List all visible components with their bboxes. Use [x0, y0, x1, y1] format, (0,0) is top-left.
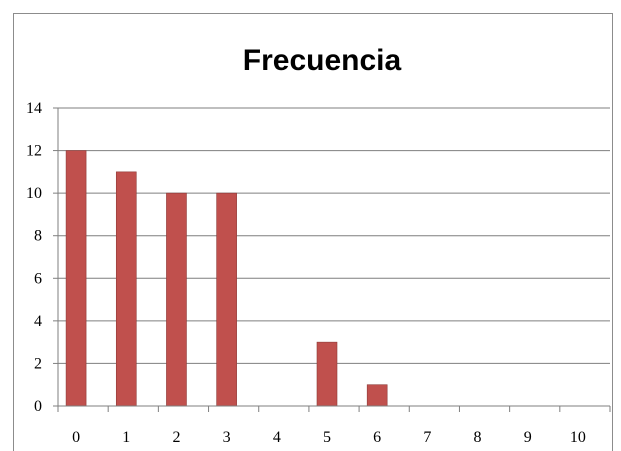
chart-title: Frecuencia: [243, 44, 402, 77]
bar: [166, 192, 187, 407]
y-tick-label: 6: [34, 270, 42, 287]
axes: [57, 108, 611, 412]
x-tick-label: 1: [122, 429, 130, 446]
y-tick-label: 0: [34, 398, 42, 415]
x-tick-label: 9: [524, 429, 532, 446]
bar: [366, 384, 388, 407]
y-tick-label: 8: [34, 228, 42, 245]
x-tick-labels: 0 1 2 3 4 5 6 7 8 9 10: [72, 429, 586, 446]
x-tick-label: 8: [474, 429, 482, 446]
x-tick-label: 6: [373, 429, 381, 446]
x-tick-label: 4: [273, 429, 281, 446]
bar: [316, 341, 338, 407]
chart-frame: [13, 13, 613, 451]
bar: [65, 150, 87, 407]
x-tick-label: 0: [72, 429, 80, 446]
x-tick-label: 3: [223, 429, 231, 446]
x-tick-label: 2: [172, 429, 180, 446]
y-tick-labels: 0 2 4 6 8 10 12 14: [26, 100, 42, 415]
x-tick-label: 10: [570, 429, 586, 446]
y-tick-label: 10: [26, 185, 42, 202]
y-tick-label: 14: [26, 100, 42, 117]
bar: [216, 192, 237, 407]
y-tick-label: 4: [34, 313, 42, 330]
bars: [65, 150, 388, 407]
y-tick-label: 12: [26, 143, 42, 160]
bar: [115, 171, 137, 407]
x-tick-label: 7: [423, 429, 431, 446]
x-tick-label: 5: [323, 429, 331, 446]
y-tick-label: 2: [34, 355, 42, 372]
